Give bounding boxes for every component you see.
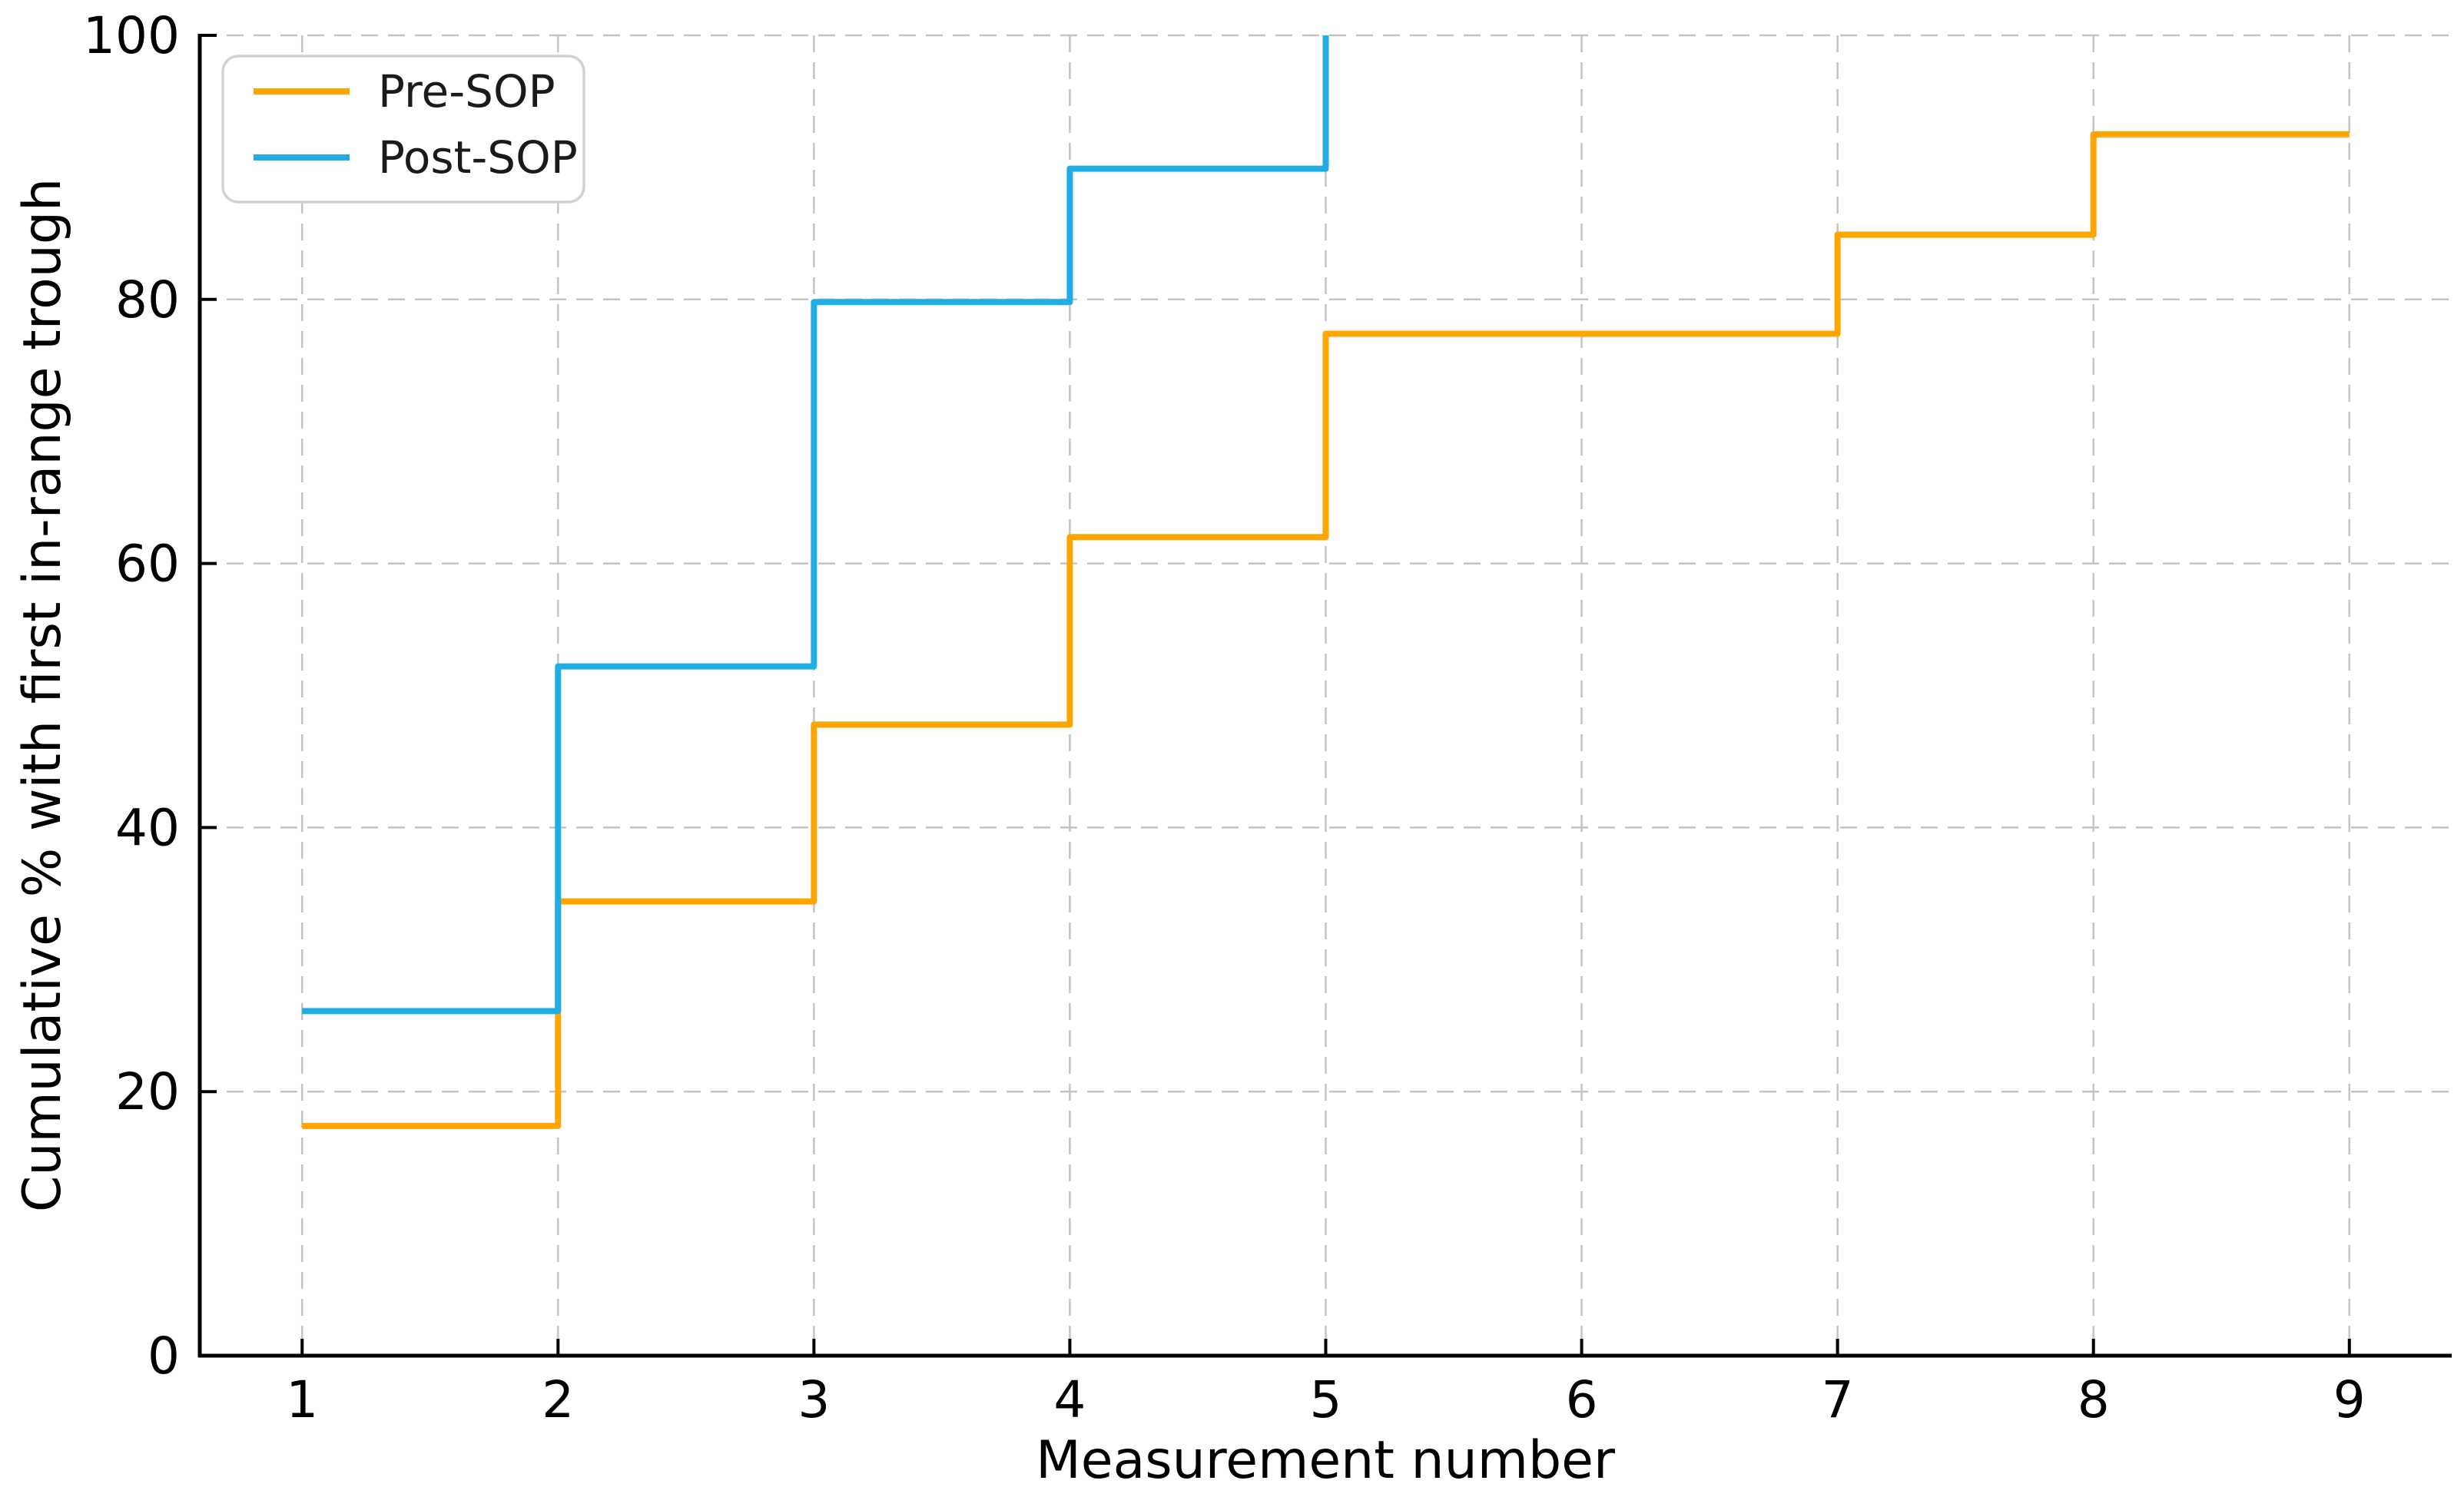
x-tick-label-8: 8 [2078,1370,2110,1429]
tick-labels: 1 2 3 4 5 6 7 8 9 0 20 40 60 80 100 [83,6,2366,1429]
axes-spines-ticks [197,34,2452,1358]
series-line-post-sop [302,35,1329,1015]
y-tick-label-80: 80 [115,270,180,330]
x-tick-label-1: 1 [286,1370,318,1429]
x-tick-label-3: 3 [798,1370,830,1429]
y-tick-label-60: 60 [115,535,180,594]
y-tick-label-100: 100 [83,6,180,65]
x-tick-label-5: 5 [1310,1370,1342,1429]
y-tick-label-0: 0 [148,1326,180,1386]
legend-label-post-sop: Post-SOP [378,131,578,184]
y-tick-label-40: 40 [115,798,180,857]
y-tick-label-20: 20 [115,1062,180,1121]
legend: Pre-SOP Post-SOP [221,55,585,204]
series-line-pre-sop [302,131,2350,1129]
x-tick-label-7: 7 [1822,1370,1854,1429]
x-tick-label-6: 6 [1566,1370,1598,1429]
gridlines [200,34,2452,1356]
legend-label-pre-sop: Pre-SOP [378,65,555,118]
x-axis-label: Measurement number [1036,1430,1615,1491]
x-tick-label-4: 4 [1053,1370,1086,1429]
y-axis-label: Cumulative % with first in-range trough [12,178,73,1212]
data-series [302,35,2350,1129]
x-tick-label-9: 9 [2333,1370,2366,1429]
x-tick-label-2: 2 [542,1370,574,1429]
